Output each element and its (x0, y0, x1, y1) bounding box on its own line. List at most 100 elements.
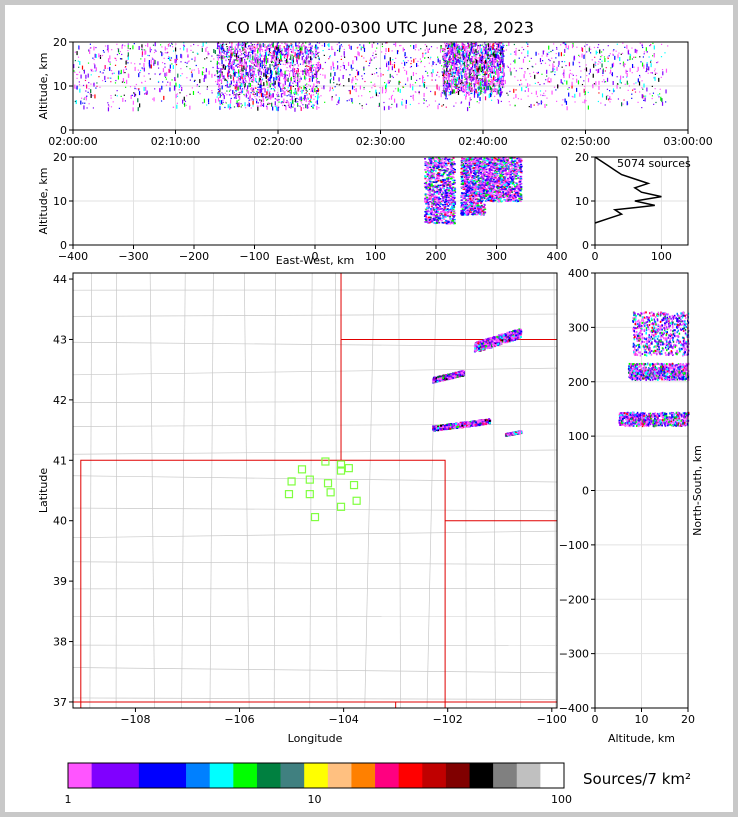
source-point (218, 80, 220, 83)
source-point (322, 49, 324, 52)
source-point (235, 72, 237, 74)
source-point (339, 69, 341, 71)
source-point (203, 78, 205, 83)
source-point (466, 77, 468, 79)
source-point (556, 66, 558, 71)
source-point (500, 91, 502, 96)
source-point (211, 73, 213, 78)
source-point (551, 90, 553, 95)
source-point (462, 87, 464, 92)
source-point (597, 44, 600, 46)
source-point (311, 72, 314, 74)
source-point (363, 44, 365, 49)
source-point (460, 71, 462, 76)
source-point (404, 83, 407, 85)
source-point (571, 95, 573, 98)
source-point (234, 51, 236, 53)
source-point (270, 81, 272, 83)
source-point (312, 51, 314, 53)
source-point (247, 46, 250, 48)
source-point (661, 101, 664, 106)
source-point (210, 60, 212, 62)
source-point (487, 52, 489, 57)
source-point (606, 77, 609, 82)
source-point (99, 71, 101, 73)
source-point (266, 46, 269, 51)
source-point (383, 82, 386, 84)
source-point (600, 51, 603, 53)
source-point (626, 44, 628, 49)
source-point (319, 73, 322, 76)
source-point (218, 78, 220, 81)
source-point (453, 75, 456, 77)
source-point (488, 68, 491, 71)
source-point (598, 92, 600, 94)
source-point (331, 87, 334, 89)
source-point (124, 86, 127, 88)
source-point (496, 50, 498, 52)
source-point (308, 102, 310, 105)
source-point (448, 74, 450, 76)
source-point (255, 59, 258, 64)
source-point (351, 98, 353, 103)
source-point (616, 83, 619, 85)
source-point (154, 42, 156, 47)
source-point (481, 55, 484, 60)
source-point (450, 61, 452, 63)
source-point (551, 71, 554, 73)
source-point (653, 53, 655, 58)
source-point (290, 43, 292, 45)
source-point (259, 99, 261, 102)
source-point (304, 62, 306, 64)
source-point (560, 52, 563, 57)
source-point (497, 54, 500, 59)
source-point (227, 65, 229, 67)
source-point (612, 80, 614, 85)
source-point (545, 79, 547, 81)
source-point (584, 99, 586, 104)
source-point (548, 45, 550, 50)
source-point (243, 84, 245, 86)
source-point (493, 60, 495, 65)
source-point (468, 82, 471, 87)
source-point (256, 92, 258, 97)
source-point (457, 49, 459, 51)
source-point (510, 71, 512, 76)
source-point (243, 46, 245, 48)
source-point (230, 97, 232, 100)
source-point (143, 62, 145, 67)
source-point (368, 64, 370, 67)
source-point (489, 71, 491, 73)
source-point (155, 50, 157, 52)
source-point (201, 47, 203, 52)
source-point (317, 70, 319, 72)
source-point (443, 48, 445, 50)
source-point (385, 42, 387, 44)
source-point (444, 91, 446, 96)
source-point (451, 92, 453, 94)
source-point (290, 76, 292, 81)
source-point (275, 54, 278, 57)
source-point (151, 57, 153, 59)
source-point (466, 89, 468, 91)
source-point (228, 59, 230, 61)
source-point (190, 49, 192, 52)
source-point (445, 63, 447, 68)
source-point (488, 57, 490, 59)
source-point (641, 43, 643, 45)
source-point (289, 89, 291, 92)
source-point (94, 94, 96, 99)
source-point (180, 53, 182, 58)
source-point (601, 60, 603, 62)
source-point (473, 49, 475, 51)
source-point (276, 99, 278, 101)
source-point (250, 45, 252, 47)
source-point (500, 48, 502, 50)
source-cell (437, 180, 440, 182)
source-point (242, 73, 244, 76)
source-point (609, 101, 611, 103)
source-point (161, 52, 163, 57)
source-point (283, 104, 286, 107)
source-point (352, 60, 354, 65)
source-point (244, 102, 246, 107)
